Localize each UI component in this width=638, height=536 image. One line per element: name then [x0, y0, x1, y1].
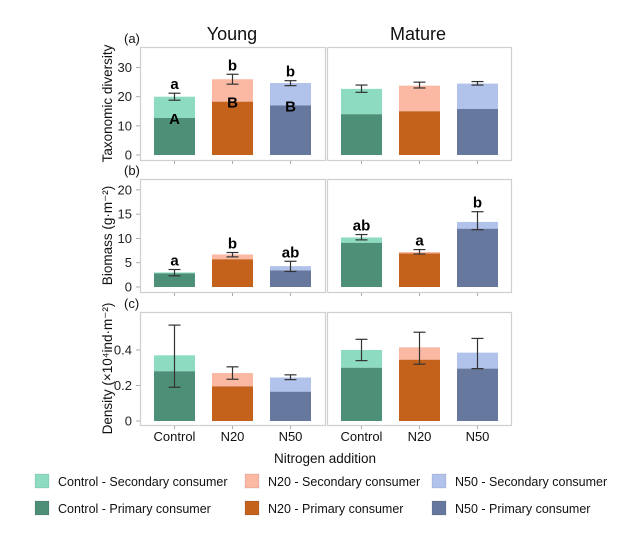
panel-frame: [139, 46, 327, 162]
y-tick-label: 0: [125, 414, 132, 429]
bar-secondary-n50: [270, 83, 311, 106]
x-tick-label: Control: [154, 429, 196, 444]
y-tick-label: 10: [118, 231, 132, 246]
panel-label: (b): [124, 163, 140, 178]
bar-primary-n50: [270, 270, 311, 287]
x-tick-label: N20: [221, 429, 245, 444]
y-tick-label: 5: [125, 255, 132, 270]
significance-letter: ab: [353, 218, 371, 235]
legend-swatch: [34, 473, 50, 489]
bar-primary-n20: [212, 101, 253, 155]
significance-letter: b: [228, 57, 237, 74]
panel-frame: [326, 178, 513, 294]
bar-primary-control: [154, 117, 195, 155]
significance-letter: ab: [282, 244, 300, 261]
bar-primary-n50: [457, 108, 498, 155]
significance-letter-inner: B: [285, 98, 296, 115]
y-axis-label: Taxonomic diversity: [100, 44, 115, 162]
panel-label: (a): [124, 31, 140, 46]
y-tick-label: 10: [118, 118, 132, 133]
bar-primary-n50: [270, 105, 311, 155]
significance-letter: b: [286, 64, 295, 81]
legend: Control - Secondary consumer N20 - Second…: [34, 473, 607, 516]
y-axis-label: Density (×10⁴ind·m⁻²): [100, 303, 115, 435]
bar-secondary-control: [154, 96, 195, 118]
significance-letter-inner: A: [169, 111, 180, 128]
y-tick-label: 0.2: [114, 378, 132, 393]
panel-frame: [139, 178, 327, 294]
bar-primary-control: [341, 242, 382, 287]
legend-swatch: [431, 473, 447, 489]
bar-primary-control: [154, 273, 195, 287]
x-tick-label: N20: [408, 429, 432, 444]
legend-label: N20 - Secondary consumer: [268, 475, 420, 489]
legend-label: N50 - Primary consumer: [455, 502, 590, 516]
bar-primary-n20: [212, 386, 253, 421]
y-tick-label: 0: [125, 148, 132, 163]
bar-secondary-n50: [457, 83, 498, 109]
bar-primary-n20: [212, 259, 253, 287]
bar-primary-n50: [457, 228, 498, 287]
panel-frame: [139, 311, 327, 427]
x-tick-label: N50: [279, 429, 303, 444]
legend-label: Control - Secondary consumer: [58, 475, 228, 489]
y-tick-label: 15: [118, 207, 132, 222]
y-axis-label: Biomass (g·m⁻²): [100, 186, 115, 285]
y-tick-label: 0.4: [114, 342, 132, 357]
legend-label: Control - Primary consumer: [58, 502, 211, 516]
significance-letter-inner: B: [227, 95, 238, 112]
significance-letter: b: [228, 236, 237, 253]
bar-secondary-n50: [270, 377, 311, 392]
significance-letter: b: [473, 195, 482, 212]
bar-primary-control: [341, 367, 382, 421]
bar-primary-n50: [457, 368, 498, 421]
panel-frame: [326, 46, 513, 162]
significance-letter: a: [415, 233, 424, 250]
y-tick-label: 20: [118, 182, 132, 197]
bar-primary-n20: [399, 359, 440, 421]
significance-letter: a: [170, 76, 179, 93]
bar-primary-control: [341, 114, 382, 155]
legend-swatch: [431, 500, 447, 516]
x-tick-label: N50: [466, 429, 490, 444]
bar-secondary-n20: [399, 85, 440, 112]
x-axis-label: Nitrogen addition: [274, 451, 376, 466]
column-title-young: Young: [207, 24, 257, 44]
panel-label: (c): [124, 296, 139, 311]
column-title-mature: Mature: [390, 24, 446, 44]
y-tick-label: 0: [125, 280, 132, 295]
y-tick-label: 20: [118, 89, 132, 104]
panel-frame: [326, 311, 513, 427]
bar-secondary-n20: [212, 79, 253, 102]
bar-primary-n50: [270, 391, 311, 421]
x-tick-label: Control: [341, 429, 383, 444]
legend-swatch: [244, 473, 260, 489]
y-tick-label: 30: [118, 60, 132, 75]
legend-label: N50 - Secondary consumer: [455, 475, 607, 489]
bar-primary-n20: [399, 111, 440, 155]
legend-swatch: [34, 500, 50, 516]
significance-letter: a: [170, 253, 179, 270]
bar-primary-n20: [399, 253, 440, 287]
bar-secondary-control: [341, 88, 382, 115]
legend-swatch: [244, 500, 260, 516]
legend-label: N20 - Primary consumer: [268, 502, 403, 516]
